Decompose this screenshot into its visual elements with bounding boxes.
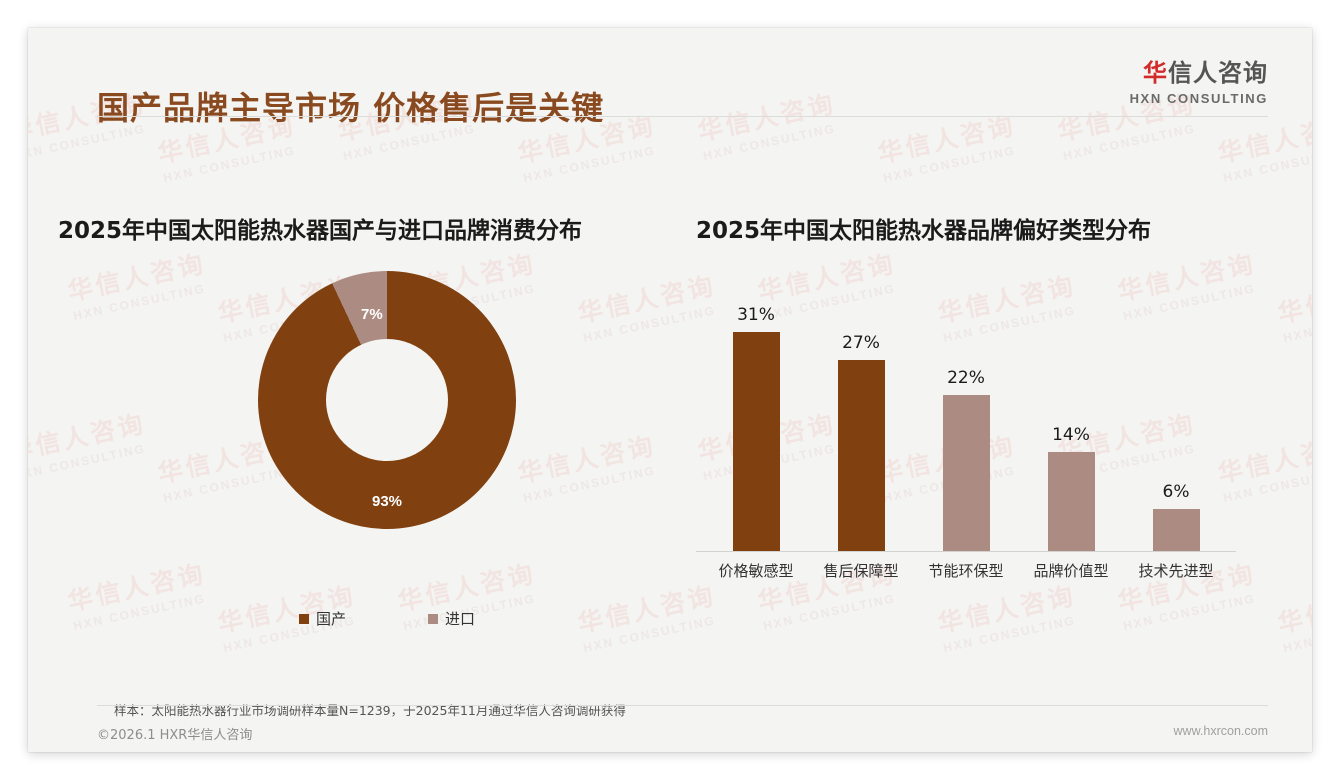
logo-rest-chars: 信人咨询 [1168, 59, 1268, 87]
bar-column[interactable]: 14% [1021, 261, 1121, 551]
bar-rect[interactable] [942, 395, 990, 551]
page-title: 国产品牌主导市场 价格售后是关键 [97, 89, 605, 127]
legend-swatch-icon [427, 613, 438, 624]
bar-chart: 31% 27% 22% 14% 6% 价格敏感型 售后保障型 节能环保型 品牌价值型 技术先进型 [696, 261, 1236, 591]
bar-value-label: 22% [947, 368, 985, 389]
bar-rect[interactable] [1047, 451, 1095, 551]
donut-slice-label-domestic: 93% [371, 493, 403, 510]
bar-column[interactable]: 22% [916, 261, 1016, 551]
bar-category-label: 价格敏感型 [718, 562, 794, 580]
slide-canvas: 华信人咨询 HXN CONSULTING 华信人咨询 HXN CONSULTING 华信… [28, 28, 1312, 752]
bar-column[interactable]: 31% [706, 261, 806, 551]
bar-category-label: 品牌价值型 [1033, 562, 1109, 580]
legend-item-imported[interactable]: 进口 [427, 608, 475, 629]
company-logo: 华信人咨询 HXN CONSULTING [1129, 59, 1268, 106]
bar-chart-title: 2025年中国太阳能热水器品牌偏好类型分布 [696, 218, 1152, 244]
bar-chart-category-labels: 价格敏感型 售后保障型 节能环保型 品牌价值型 技术先进型 [706, 560, 1226, 581]
legend-label-domestic: 国产 [315, 610, 346, 628]
donut-slice-label-imported: 7% [361, 306, 383, 323]
bar-column[interactable]: 6% [1126, 261, 1226, 551]
logo-chinese-text: 华信人咨询 [1130, 59, 1268, 88]
slide-footer: ©2026.1 HXR华信人咨询 www.hxrcon.com [28, 716, 1312, 752]
bar-value-label: 6% [1162, 481, 1190, 502]
donut-chart-title: 2025年中国太阳能热水器国产与进口品牌消费分布 [58, 218, 583, 244]
bar-value-label: 31% [737, 304, 775, 325]
bar-category-label: 售后保障型 [823, 562, 899, 580]
legend-label-imported: 进口 [444, 610, 475, 628]
footer-divider [97, 705, 1268, 706]
bar-rect[interactable] [837, 359, 885, 551]
legend-item-domestic[interactable]: 国产 [298, 608, 346, 629]
bar-plot-area: 31% 27% 22% 14% 6% [706, 261, 1226, 551]
donut-hole [326, 339, 448, 461]
bar-rect[interactable] [732, 331, 780, 551]
bar-category-label: 节能环保型 [928, 562, 1004, 580]
bar-chart-axis-line [696, 551, 1236, 552]
bar-value-label: 14% [1052, 424, 1090, 445]
bar-rect[interactable] [1152, 508, 1200, 551]
slide-content: 2025年中国太阳能热水器国产与进口品牌消费分布 93% 7% 国产 进口 20… [28, 116, 1312, 694]
legend-swatch-icon [298, 613, 309, 624]
bar-column[interactable]: 27% [811, 261, 911, 551]
donut-chart: 93% 7% [258, 271, 516, 529]
logo-accent-char: 华 [1143, 59, 1168, 87]
sample-footnote: 样本：太阳能热水器行业市场调研样本量N=1239，于2025年11月通过华信人咨… [114, 703, 626, 718]
bar-value-label: 27% [842, 332, 880, 353]
donut-legend: 国产 进口 [258, 608, 516, 629]
header-divider [97, 116, 1268, 117]
copyright-text: ©2026.1 HXR华信人咨询 [97, 728, 253, 743]
bar-category-label: 技术先进型 [1138, 562, 1214, 580]
slide-header: 国产品牌主导市场 价格售后是关键 华信人咨询 HXN CONSULTING [28, 28, 1312, 127]
logo-english-text: HXN CONSULTING [1129, 90, 1268, 106]
website-url: www.hxrcon.com [1173, 724, 1268, 738]
